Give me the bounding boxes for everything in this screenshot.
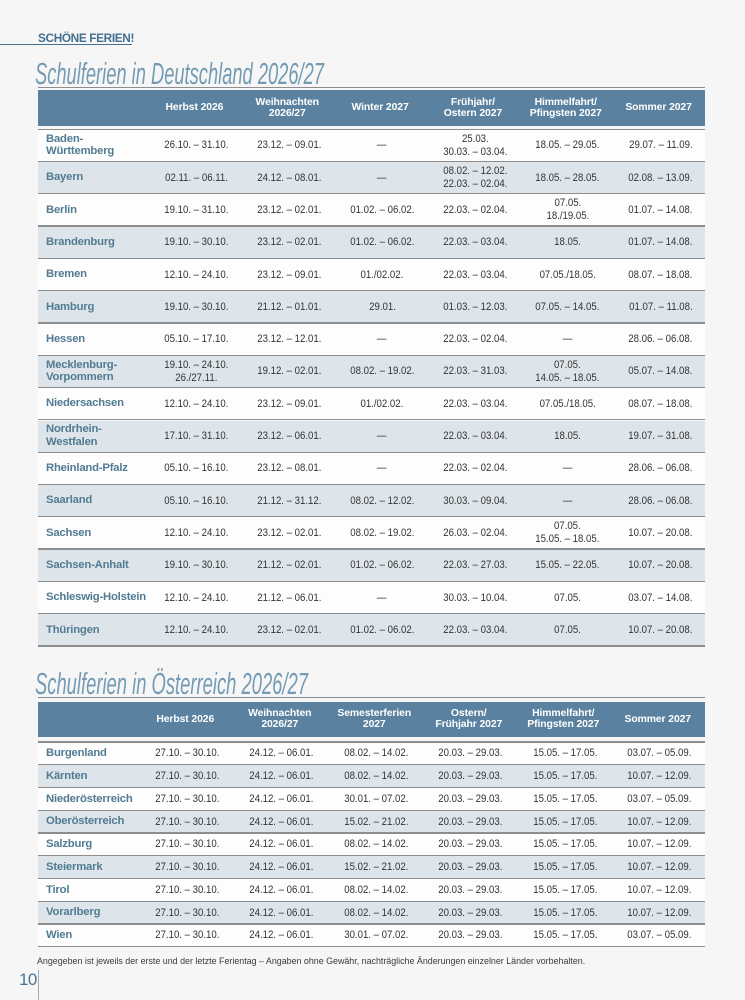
svg-text:Schulferien in Deutschland 202: Schulferien in Deutschland 2026/27 (35, 57, 325, 90)
svg-text:Schulferien in Österreich 2026: Schulferien in Österreich 2026/27 (35, 667, 309, 700)
